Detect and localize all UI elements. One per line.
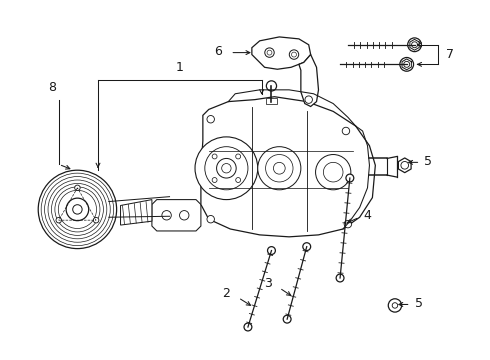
Circle shape <box>217 158 236 178</box>
Circle shape <box>336 274 344 282</box>
Text: 5: 5 <box>415 297 422 310</box>
Circle shape <box>207 216 215 223</box>
Circle shape <box>244 323 252 331</box>
Polygon shape <box>121 199 152 225</box>
Circle shape <box>305 96 313 103</box>
Circle shape <box>303 243 311 251</box>
Text: 3: 3 <box>264 277 271 291</box>
Circle shape <box>265 48 274 57</box>
Circle shape <box>342 127 350 135</box>
Circle shape <box>258 147 301 190</box>
Circle shape <box>400 58 414 71</box>
Circle shape <box>236 177 241 183</box>
Circle shape <box>212 177 217 183</box>
Bar <box>266 98 277 104</box>
Circle shape <box>388 299 402 312</box>
Circle shape <box>179 211 189 220</box>
Text: 8: 8 <box>48 81 56 94</box>
Circle shape <box>94 217 99 223</box>
Circle shape <box>74 185 80 190</box>
Polygon shape <box>398 158 411 173</box>
Circle shape <box>66 198 89 221</box>
Polygon shape <box>252 37 311 69</box>
Circle shape <box>162 211 172 220</box>
Circle shape <box>207 116 215 123</box>
Text: 5: 5 <box>424 155 432 168</box>
Circle shape <box>56 217 61 223</box>
Polygon shape <box>152 199 201 231</box>
Circle shape <box>195 137 258 199</box>
Circle shape <box>316 154 351 190</box>
Circle shape <box>289 50 299 59</box>
Circle shape <box>73 205 82 214</box>
Text: 7: 7 <box>446 48 454 61</box>
Circle shape <box>408 38 421 51</box>
Text: 2: 2 <box>222 287 230 300</box>
Text: 6: 6 <box>215 45 222 58</box>
Circle shape <box>267 81 276 91</box>
Circle shape <box>38 170 117 249</box>
Circle shape <box>236 154 241 159</box>
Circle shape <box>344 220 352 228</box>
Polygon shape <box>201 97 375 237</box>
Circle shape <box>283 315 291 323</box>
Circle shape <box>346 174 354 182</box>
Text: 1: 1 <box>175 61 183 74</box>
Circle shape <box>268 247 275 255</box>
Text: 4: 4 <box>364 209 371 222</box>
Circle shape <box>212 154 217 159</box>
Polygon shape <box>299 55 318 107</box>
